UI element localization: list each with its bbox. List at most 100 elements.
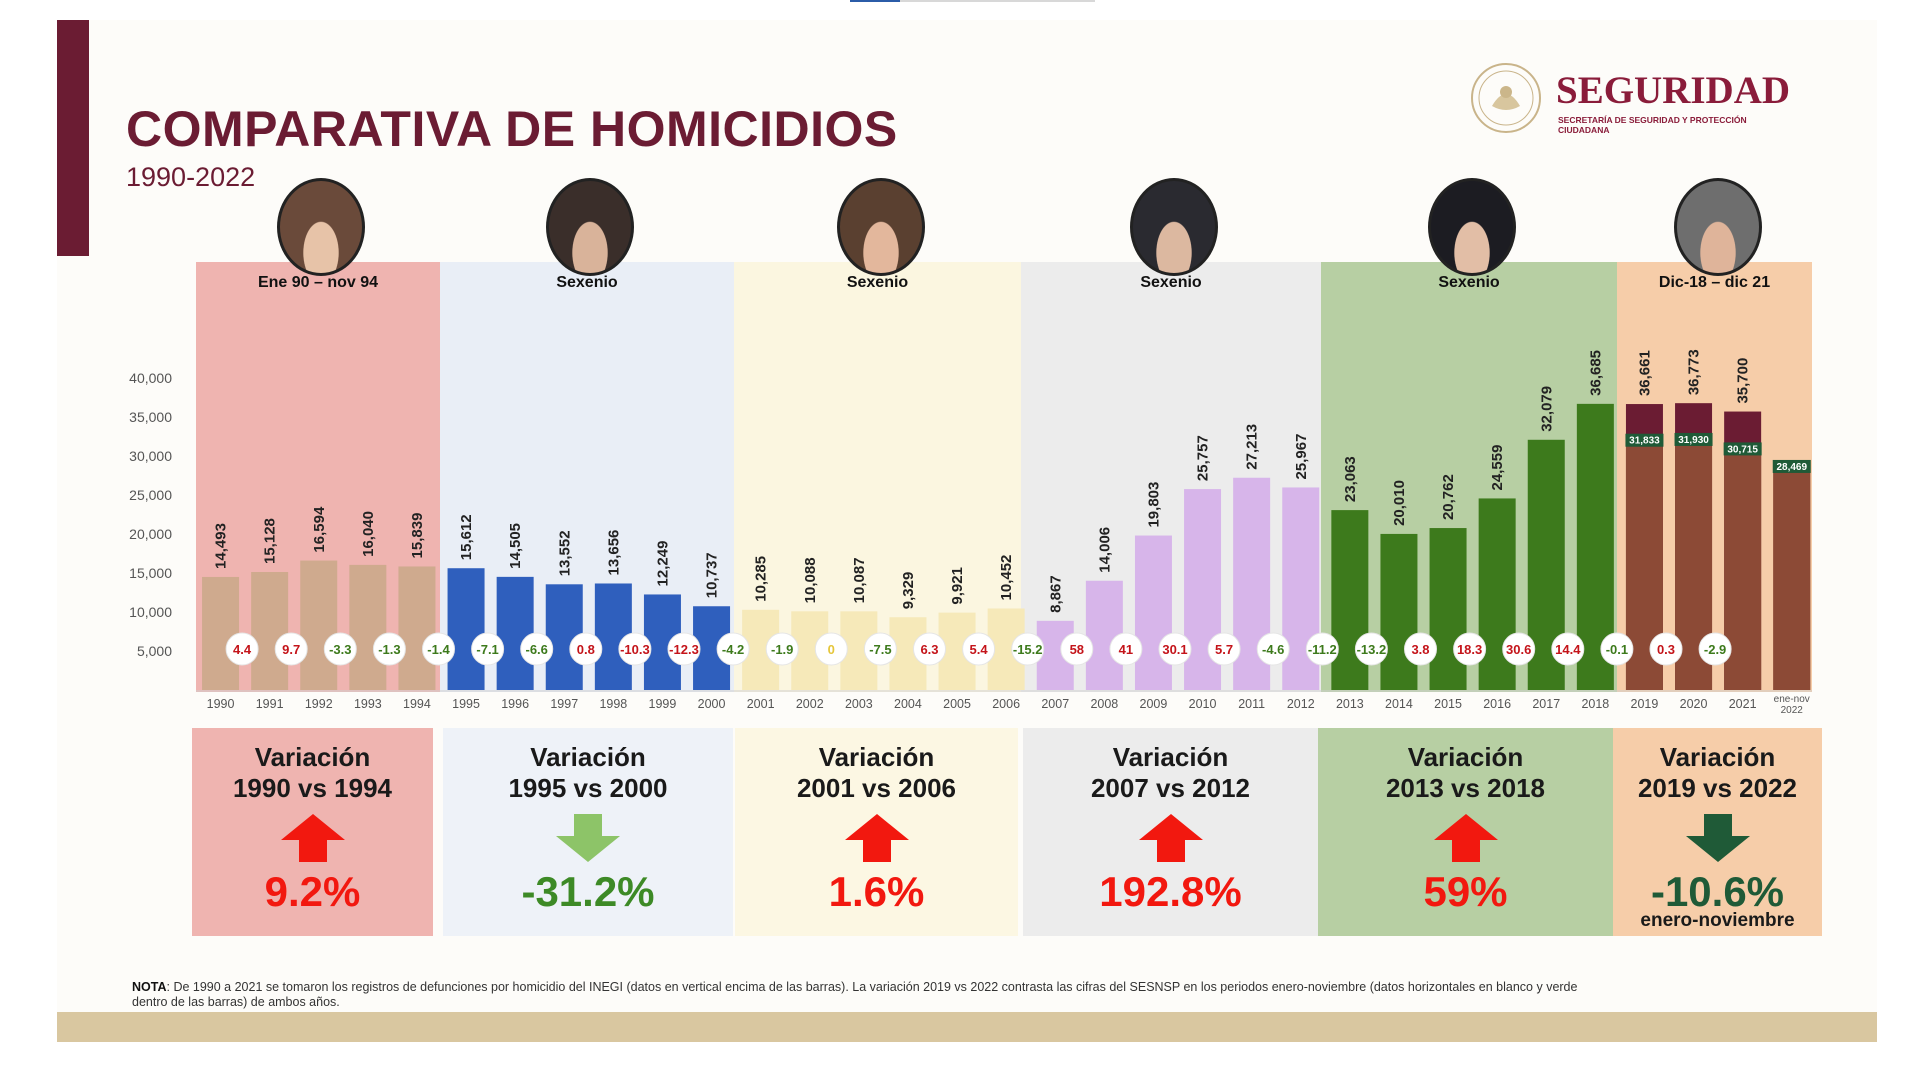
variation-title: Variación 2013 vs 2018	[1318, 742, 1613, 804]
bar-1992	[300, 560, 338, 690]
variation-value: 0	[828, 642, 835, 657]
variation-title: Variación 1990 vs 1994	[192, 742, 433, 804]
bar-value-label: 10,452	[998, 555, 1015, 601]
variation-circle	[520, 632, 554, 666]
x-tick-label: 2015	[1434, 697, 1462, 711]
variation-circle	[1109, 632, 1143, 666]
x-tick-label: 1997	[550, 697, 579, 711]
variation-value: 5.4	[970, 642, 989, 657]
bar-value-label: 14,493	[213, 523, 230, 569]
x-tick-label: 2013	[1335, 697, 1364, 711]
variation-title-line1: Variación	[1407, 742, 1524, 772]
variation-title: Variación 1995 vs 2000	[443, 742, 733, 804]
variation-value: -6.6	[525, 642, 547, 657]
variation-circle	[1404, 632, 1437, 666]
variation-circle	[1305, 632, 1339, 666]
variation-value: 0.8	[577, 642, 595, 657]
x-tick-label: 2021	[1728, 697, 1757, 711]
bar-value-label: 19,803	[1145, 482, 1162, 528]
x-tick-label: 1994	[403, 697, 431, 711]
variation-value: 14.4	[1555, 642, 1581, 657]
variation-box-2: Variación 1995 vs 2000 -31.2%	[443, 728, 733, 936]
variation-circle	[372, 632, 406, 666]
variation-title-line1: Variación	[530, 742, 646, 772]
x-tick-label: 2014	[1385, 697, 1413, 711]
bar-2015	[1429, 528, 1467, 690]
footnote-text: : De 1990 a 2021 se tomaron los registro…	[132, 980, 1578, 1009]
variation-box-4: Variación 2007 vs 2012 192.8%	[1023, 728, 1318, 936]
maroon-accent-bar	[57, 20, 89, 256]
x-tick-label: 2017	[1532, 697, 1561, 711]
x-tick-label: 1990	[206, 697, 235, 711]
variation-circle	[814, 632, 848, 666]
bar-1996	[496, 576, 534, 690]
footnote: NOTA: De 1990 a 2021 se tomaron los regi…	[132, 980, 1612, 1010]
x-tick-label: 2004	[894, 697, 922, 711]
variation-value: -12.3	[669, 642, 699, 657]
variation-value-large: 59%	[1423, 868, 1508, 915]
variation-value-large: -10.6%	[1650, 868, 1785, 915]
bar-value-label: 32,079	[1538, 386, 1555, 432]
variation-value-large: 192.8%	[1099, 868, 1242, 915]
variation-value: 9.7	[282, 642, 300, 657]
page-subtitle: 1990-2022	[126, 162, 256, 192]
period-panel-5	[1321, 262, 1617, 692]
variation-title: Variación 2019 vs 2022	[1613, 742, 1822, 804]
variation-value: 30.1	[1162, 642, 1187, 657]
x-tick-label: 1999	[648, 697, 677, 711]
variation-value: 5.7	[1215, 642, 1233, 657]
president-photo-icon	[836, 178, 925, 276]
bar-value-label: 13,656	[605, 530, 622, 576]
bar-value-label: 8,867	[1047, 575, 1064, 613]
bar-value-label: 36,685	[1587, 350, 1604, 396]
bar-value-label: 23,063	[1342, 456, 1359, 502]
bar-value-label: 25,967	[1293, 434, 1310, 480]
x-tick-label: 2018	[1581, 697, 1610, 711]
top-progress-line	[850, 0, 1095, 2]
variation-title-line2: 2019 vs 2022	[1637, 773, 1798, 803]
bar-value-label: 10,087	[851, 557, 868, 603]
variation-title-line2: 2007 vs 2012	[1090, 773, 1251, 803]
bar-value-label: 16,594	[311, 506, 328, 553]
president-photo-icon	[546, 178, 634, 276]
president-photo-icon	[1130, 178, 1218, 276]
bar-value-label: 36,661	[1636, 350, 1653, 396]
variation-circle	[1256, 632, 1290, 666]
x-tick-label: 1998	[599, 697, 628, 711]
variation-title-line1: Variación	[1659, 742, 1776, 772]
page-title: COMPARATIVA DE HOMICIDIOS	[126, 101, 898, 157]
variation-circle	[1502, 632, 1536, 666]
bar-value-label: 10,088	[802, 557, 819, 603]
x-tick-label: 2020	[1679, 697, 1708, 711]
variation-box-3: Variación 2001 vs 2006 1.6%	[735, 728, 1018, 936]
variation-value: -10.3	[620, 642, 650, 657]
x-tick-label: ene-nov 2022	[1773, 694, 1810, 716]
variation-value: 3.8	[1411, 642, 1429, 657]
bar-enero-noviembre	[1773, 467, 1811, 690]
bar-1994	[398, 566, 436, 690]
arrow-up-icon	[1138, 814, 1203, 862]
x-tick-label: 2007	[1041, 697, 1070, 711]
variation-circle	[1453, 632, 1487, 666]
variation-value: 4.4	[233, 642, 252, 657]
x-tick-label: 2011	[1238, 697, 1266, 711]
x-tick-label: 2001	[746, 697, 775, 711]
variation-circle	[225, 632, 259, 666]
bar-value-label: 14,006	[1096, 527, 1113, 573]
bar-value-label: 13,552	[556, 530, 573, 576]
variation-circle	[1600, 632, 1634, 666]
variation-value: -13.2	[1357, 642, 1387, 657]
bar-value-label: 10,737	[704, 552, 721, 598]
x-tick-label: 2005	[943, 697, 971, 711]
arrow-down-icon	[1685, 814, 1750, 862]
bottom-band	[57, 1012, 1877, 1042]
x-tick-label: 2012	[1286, 697, 1315, 711]
bar-value-label: 9,921	[949, 567, 966, 605]
x-tick-label: 2009	[1139, 697, 1168, 711]
period-label-2: Sexenio	[556, 274, 618, 291]
variation-circle	[1158, 632, 1192, 666]
national-seal-icon	[1471, 63, 1541, 133]
variation-value-large: 1.6%	[828, 868, 925, 915]
x-tick-label: 2003	[844, 697, 873, 711]
period-label-5: Sexenio	[1438, 274, 1500, 291]
